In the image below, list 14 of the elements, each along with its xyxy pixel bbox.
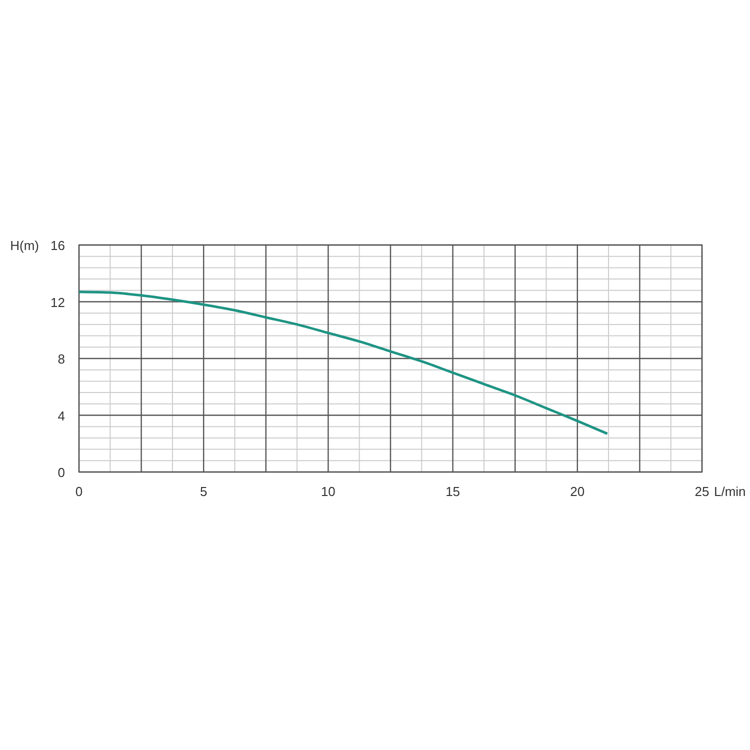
- x-tick-label: 0: [75, 484, 83, 499]
- x-tick-label: 20: [570, 484, 585, 499]
- y-tick-label: 12: [50, 294, 65, 310]
- y-tick-label: 16: [50, 238, 65, 253]
- line-series: [78, 290, 609, 435]
- y-tick-label: 4: [58, 408, 65, 424]
- x-axis-title: L/min: [714, 484, 746, 499]
- y-tick-label: 0: [58, 465, 65, 480]
- x-tick-label: 10: [320, 484, 336, 499]
- x-tick-label: 5: [200, 484, 208, 499]
- y-tick-label: 8: [58, 352, 65, 366]
- y-axis-title: H(m): [10, 238, 39, 253]
- x-tick-label: 15: [446, 484, 460, 499]
- x-tick-label: 25: [694, 484, 710, 499]
